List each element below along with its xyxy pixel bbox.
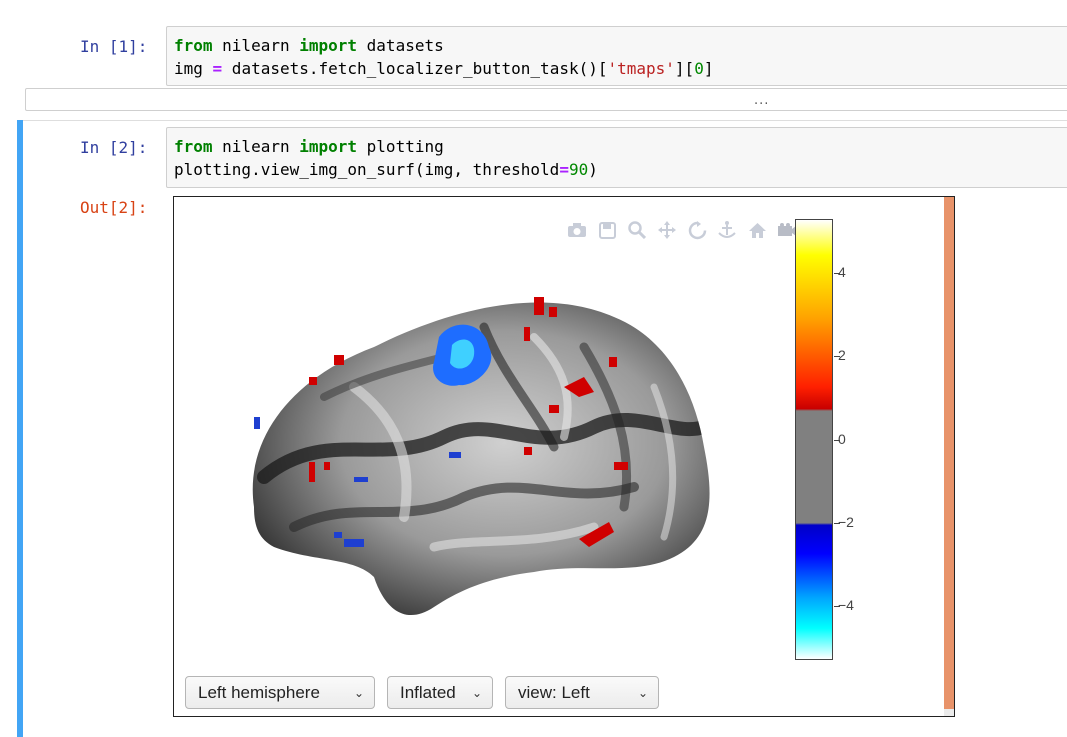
output-scrollbar-track[interactable] [944, 197, 954, 716]
code-token: nilearn [212, 36, 300, 55]
code-line: from nilearn import plotting [174, 135, 1067, 158]
code-token: img [174, 59, 213, 78]
colorbar-tick [834, 605, 840, 607]
code-token: from [174, 36, 213, 55]
colorbar-tick [834, 273, 840, 275]
view-select[interactable]: view: Left ⌄ [505, 676, 659, 709]
colorbar-tick-label: −2 [838, 513, 854, 530]
camera-icon[interactable] [562, 219, 592, 241]
code-token: nilearn [212, 137, 300, 156]
output-scrollbar-thumb[interactable] [944, 197, 954, 709]
view-controls: Left hemisphere ⌄ Inflated ⌄ view: Left … [185, 676, 659, 709]
output-prompt: Out[2]: [80, 198, 148, 217]
cell-1-prompt: In [1]: [80, 37, 148, 56]
colorbar-tick-label: −4 [838, 596, 854, 613]
cell-2[interactable] [23, 120, 1067, 737]
code-line: plotting.view_img_on_surf(img, threshold… [174, 158, 1067, 181]
collapsed-output-ellipsis: ... [754, 93, 770, 108]
surface-select-value: Inflated [400, 682, 456, 702]
hemisphere-select[interactable]: Left hemisphere ⌄ [185, 676, 375, 709]
code-token: = [212, 59, 223, 78]
chevron-down-icon: ⌄ [471, 685, 482, 700]
colorbar-tick [834, 522, 840, 524]
save-icon[interactable] [592, 219, 622, 241]
code-token: ][ [674, 59, 695, 78]
code-line: from nilearn import datasets [174, 34, 1067, 57]
hemisphere-select-value: Left hemisphere [198, 682, 320, 702]
surface-select[interactable]: Inflated ⌄ [387, 676, 493, 709]
code-token: 90 [568, 160, 589, 179]
collapsed-output[interactable]: ... [25, 88, 1067, 111]
code-token: ] [703, 59, 714, 78]
view-select-value: view: Left [518, 682, 590, 702]
code-token: plotting.view_img_on_surf(img, threshold [174, 160, 560, 179]
chevron-down-icon: ⌄ [637, 685, 648, 700]
chevron-down-icon: ⌄ [353, 685, 364, 700]
brain-surface-plot[interactable] [234, 277, 724, 627]
plot-output[interactable]: 4 2 0 −2 −4 Left hemisphere ⌄ Inflated ⌄ vie… [173, 196, 955, 717]
code-token: import [299, 36, 358, 55]
plot-modebar [562, 219, 832, 241]
code-token: from [174, 137, 213, 156]
home-icon[interactable] [742, 219, 772, 241]
code-token: plotting [357, 137, 444, 156]
code-token: 'tmaps' [607, 59, 675, 78]
code-token: 0 [694, 59, 704, 78]
turntable-icon[interactable] [712, 219, 742, 241]
code-token: datasets [357, 36, 444, 55]
colorbar-tick [834, 356, 840, 358]
code-line: img = datasets.fetch_localizer_button_ta… [174, 57, 1067, 80]
cell-1-code-editor[interactable]: from nilearn import datasets img = datase… [166, 26, 1067, 86]
orbit-icon[interactable] [682, 219, 712, 241]
cell-selected-indicator [17, 120, 23, 737]
colorbar-tick-label: 2 [838, 347, 846, 364]
colorbar [795, 219, 833, 660]
code-token: = [559, 160, 569, 179]
code-token: import [299, 137, 358, 156]
zoom-icon[interactable] [622, 219, 652, 241]
code-token: datasets.fetch_localizer_button_task()[ [222, 59, 608, 78]
pan-icon[interactable] [652, 219, 682, 241]
colorbar-tick-label: 0 [838, 430, 846, 447]
colorbar-tick-label: 4 [838, 264, 846, 281]
cell-2-prompt: In [2]: [80, 138, 148, 157]
colorbar-tick [834, 439, 840, 441]
code-token: ) [588, 160, 598, 179]
cell-2-code-editor[interactable]: from nilearn import plotting plotting.vie… [166, 127, 1067, 188]
